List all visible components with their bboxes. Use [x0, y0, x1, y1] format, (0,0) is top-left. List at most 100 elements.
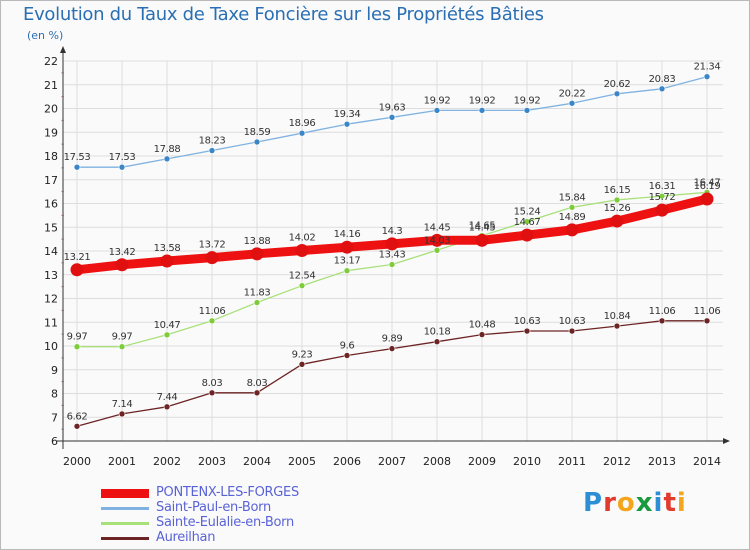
x-tick-label: 2005	[288, 455, 316, 468]
data-label: 9.97	[67, 332, 88, 343]
legend-item[interactable]: PONTENX-LES-FORGES	[101, 485, 361, 501]
y-axis-arrow	[60, 46, 66, 53]
x-tick-label: 2011	[558, 455, 586, 468]
data-label: 7.14	[112, 399, 133, 410]
data-label: 18.23	[199, 136, 226, 147]
data-label: 20.83	[649, 74, 676, 85]
x-tick-label: 2008	[423, 455, 451, 468]
data-point	[250, 247, 264, 261]
data-point	[568, 204, 576, 211]
y-tick-label: 17	[44, 174, 58, 187]
x-tick-label: 2012	[603, 455, 631, 468]
data-point	[658, 192, 666, 200]
x-tick-label: 2014	[693, 455, 721, 468]
x-tick-label: 2000	[63, 455, 91, 468]
data-label: 15.24	[514, 207, 541, 218]
y-tick-label: 19	[44, 126, 58, 139]
data-point	[163, 155, 171, 163]
data-point	[478, 331, 486, 338]
data-point	[388, 261, 396, 268]
x-tick-label: 2003	[198, 455, 226, 468]
data-label: 13.43	[379, 250, 406, 261]
y-tick-label: 6	[51, 435, 58, 448]
data-label: 19.63	[379, 102, 406, 113]
data-label: 15.26	[604, 203, 631, 214]
data-label: 20.62	[604, 79, 631, 90]
data-point	[655, 203, 669, 217]
data-point	[700, 192, 714, 206]
data-point	[118, 410, 126, 418]
x-tick-label: 2001	[108, 455, 136, 468]
data-point	[298, 360, 306, 368]
data-point	[523, 218, 531, 225]
y-tick-label: 8	[51, 388, 58, 401]
data-point	[343, 352, 351, 359]
data-point	[565, 223, 579, 237]
data-point	[118, 343, 126, 351]
data-label: 14.45	[469, 222, 496, 233]
data-label: 19.92	[514, 95, 541, 106]
x-tick-label: 2013	[648, 455, 676, 468]
data-point	[298, 282, 306, 289]
data-point	[253, 389, 261, 397]
proxiti-logo: Proxiti	[583, 488, 687, 518]
data-label: 17.53	[64, 152, 91, 163]
data-label: 11.06	[649, 306, 676, 317]
data-point	[340, 240, 354, 254]
data-point	[343, 120, 351, 128]
data-label: 10.48	[469, 320, 496, 331]
data-point	[70, 263, 84, 277]
data-label: 9.6	[340, 341, 355, 352]
data-point	[298, 129, 306, 137]
data-label: 9.23	[292, 349, 313, 360]
y-tick-label: 14	[44, 245, 58, 258]
data-label: 13.17	[334, 256, 361, 267]
data-label: 14.3	[382, 226, 403, 237]
y-tick-label: 20	[44, 103, 58, 116]
logo-letter: r	[603, 488, 617, 518]
legend-item[interactable]: Aureilhan	[101, 530, 361, 546]
data-point	[475, 233, 489, 247]
y-tick-label: 15	[44, 221, 58, 234]
y-axis-unit: (en %)	[27, 29, 64, 42]
data-label: 14.45	[424, 222, 451, 233]
data-point	[433, 107, 441, 114]
legend-item[interactable]: Saint-Paul-en-Born	[101, 500, 361, 516]
data-point	[208, 147, 216, 154]
data-label: 14.65	[469, 221, 496, 232]
data-point	[433, 246, 441, 254]
data-point	[520, 228, 534, 242]
y-tick-label: 22	[44, 55, 58, 68]
data-point	[388, 113, 396, 121]
logo-letter: x	[635, 488, 654, 518]
y-tick-label: 21	[44, 79, 58, 92]
data-point	[388, 345, 396, 352]
data-label: 13.21	[64, 252, 91, 263]
data-point	[160, 254, 174, 268]
data-label: 10.84	[604, 311, 631, 322]
data-point	[703, 73, 711, 80]
legend-swatch	[101, 522, 149, 525]
data-point	[208, 317, 216, 325]
data-point	[610, 214, 624, 228]
axes: 6 7 8 9 10 11 12 13 14 15 16 17 18 19 20 21 22 2000 2001 20…	[44, 46, 730, 468]
data-label: 10.63	[514, 316, 541, 327]
data-label: 14.02	[289, 233, 316, 244]
legend-item[interactable]: Sainte-Eulalie-en-Born	[101, 515, 361, 531]
legend-label: Sainte-Eulalie-en-Born	[156, 515, 294, 530]
data-label: 11.06	[694, 306, 721, 317]
y-tick-label: 18	[44, 150, 58, 163]
legend-label: PONTENX-LES-FORGES	[156, 485, 299, 500]
data-point	[163, 403, 171, 411]
data-label: 19.92	[469, 95, 496, 106]
data-label: 11.83	[244, 288, 271, 299]
data-point	[205, 251, 219, 265]
data-label: 13.88	[244, 236, 271, 247]
data-label: 15.84	[559, 192, 586, 203]
data-label: 18.96	[289, 118, 316, 129]
y-tick-label: 10	[44, 340, 58, 353]
data-label: 9.89	[382, 334, 403, 345]
series-lines	[70, 73, 714, 430]
y-tick-label: 12	[44, 293, 58, 306]
